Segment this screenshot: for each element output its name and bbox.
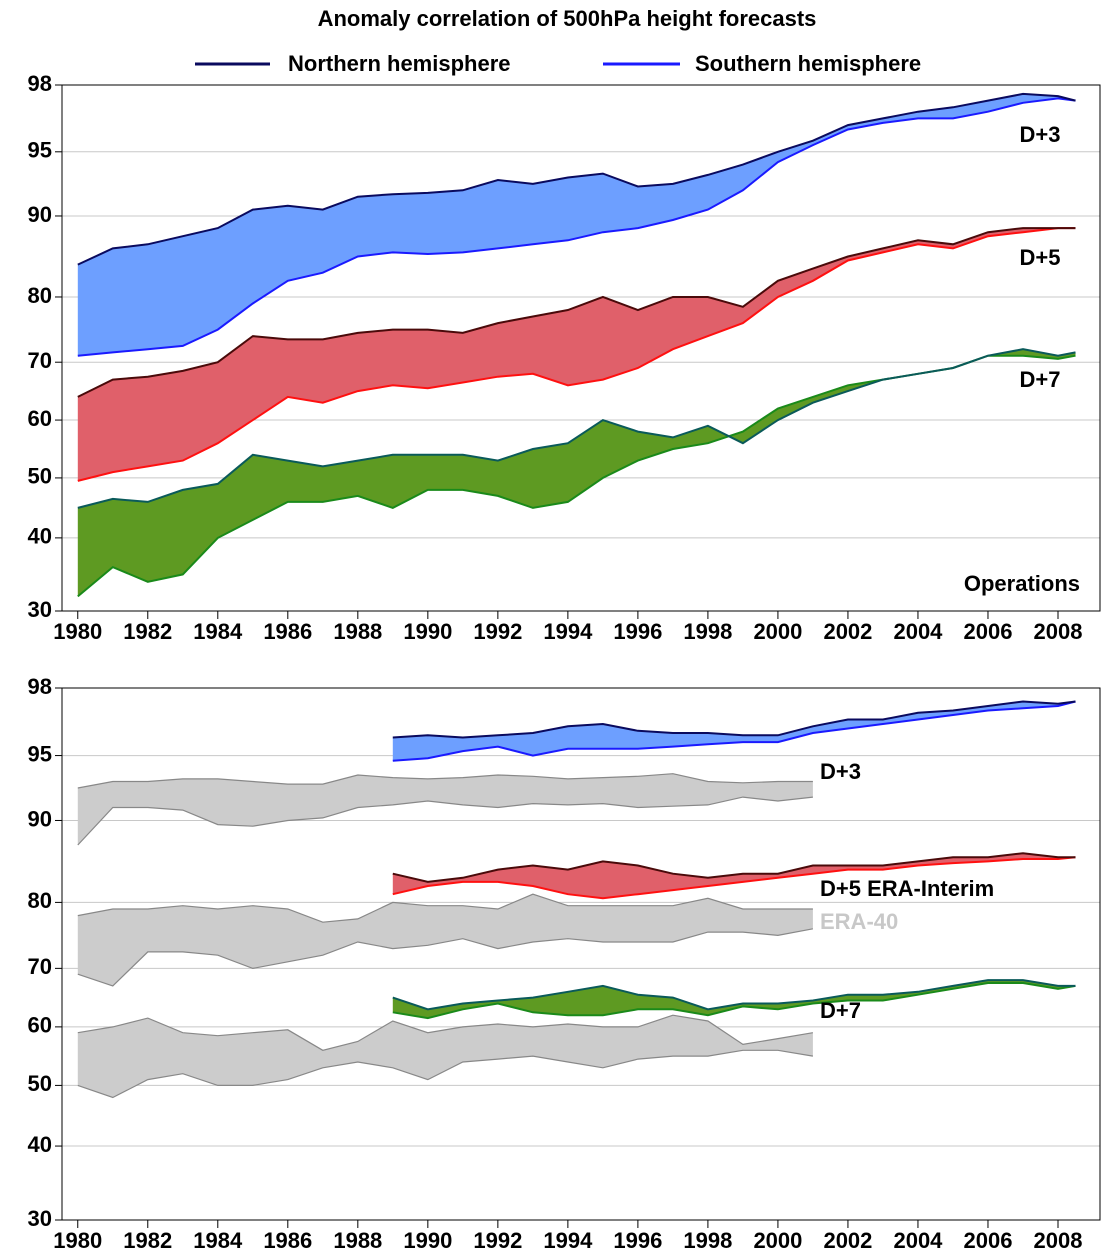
band-label: D+3	[1020, 122, 1061, 147]
x-tick-label: 1982	[123, 1228, 172, 1248]
band-line	[392, 700, 1076, 762]
x-tick-label: 1986	[263, 619, 312, 644]
band-line	[77, 796, 813, 846]
x-tick-label: 2002	[823, 619, 872, 644]
band-fill	[392, 701, 1076, 761]
x-tick-label: 1982	[123, 619, 172, 644]
x-tick-label: 2000	[753, 1228, 802, 1248]
y-tick-label: 40	[28, 524, 52, 549]
x-tick-label: 2008	[1034, 619, 1083, 644]
x-tick-label: 1986	[263, 1228, 312, 1248]
band-line	[392, 700, 1076, 739]
plot-frame	[61, 84, 1101, 612]
band-line	[392, 979, 1076, 1011]
y-tick-label: 95	[28, 138, 52, 163]
y-tick-label: 80	[28, 283, 52, 308]
x-tick-label: 1988	[333, 1228, 382, 1248]
band-line	[77, 227, 1076, 398]
x-tick-label: 1984	[193, 619, 243, 644]
x-tick-label: 1994	[543, 619, 593, 644]
y-tick-label: 50	[28, 1071, 52, 1096]
y-tick-label: 98	[28, 71, 52, 96]
x-tick-label: 2006	[963, 1228, 1012, 1248]
band-fill	[392, 853, 1076, 899]
band-line	[392, 856, 1076, 900]
y-tick-label: 60	[28, 406, 52, 431]
x-tick-label: 1992	[473, 619, 522, 644]
x-tick-label: 1980	[53, 1228, 102, 1248]
chart-title: Anomaly correlation of 500hPa height for…	[318, 6, 817, 31]
band-fill	[77, 349, 1076, 597]
band-fill	[77, 228, 1076, 481]
y-tick-label: 30	[28, 1206, 52, 1231]
x-tick-label: 1994	[543, 1228, 593, 1248]
x-tick-label: 1990	[403, 1228, 452, 1248]
band-label: D+3	[820, 759, 861, 784]
x-tick-label: 2004	[893, 1228, 943, 1248]
annotation: Operations	[964, 571, 1080, 596]
y-tick-label: 70	[28, 954, 52, 979]
y-tick-label: 30	[28, 597, 52, 622]
y-tick-label: 98	[28, 674, 52, 699]
y-tick-label: 60	[28, 1013, 52, 1038]
x-tick-label: 1990	[403, 619, 452, 644]
x-tick-label: 2004	[893, 619, 943, 644]
x-tick-label: 2008	[1034, 1228, 1083, 1248]
y-tick-label: 95	[28, 741, 52, 766]
band-line	[77, 227, 1076, 482]
band-line	[77, 928, 814, 987]
x-tick-label: 2000	[753, 619, 802, 644]
y-tick-label: 70	[28, 348, 52, 373]
band-line	[77, 1049, 813, 1099]
y-tick-label: 40	[28, 1132, 52, 1157]
x-tick-label: 1998	[683, 1228, 732, 1248]
x-tick-label: 2006	[963, 619, 1012, 644]
band-label: D+7	[1020, 367, 1061, 392]
x-tick-label: 1996	[613, 1228, 662, 1248]
band-line	[77, 348, 1076, 509]
x-tick-label: 1984	[193, 1228, 243, 1248]
annotation: ERA-40	[820, 909, 898, 934]
band-label: D+5	[1020, 245, 1061, 270]
legend-label: Northern hemisphere	[288, 51, 511, 76]
band-fill	[392, 980, 1076, 1019]
x-tick-label: 1996	[613, 619, 662, 644]
band-fill	[77, 93, 1076, 356]
x-tick-label: 1980	[53, 619, 102, 644]
band-label: D+5 ERA-Interim	[820, 876, 994, 901]
y-tick-label: 80	[28, 888, 52, 913]
x-tick-label: 1992	[473, 1228, 522, 1248]
x-tick-label: 2002	[823, 1228, 872, 1248]
band-fill	[77, 773, 813, 845]
y-tick-label: 50	[28, 464, 52, 489]
plot-frame	[61, 687, 1101, 1221]
band-line	[77, 893, 813, 923]
legend-label: Southern hemisphere	[695, 51, 921, 76]
band-fill	[77, 894, 813, 986]
band-line	[392, 852, 1076, 883]
x-tick-label: 1988	[333, 619, 382, 644]
band-label: D+7	[820, 998, 861, 1023]
y-tick-label: 90	[28, 806, 52, 831]
band-fill	[77, 1015, 813, 1098]
band-line	[392, 982, 1076, 1020]
band-line	[77, 1014, 813, 1051]
band-line	[77, 92, 1076, 266]
y-tick-label: 90	[28, 202, 52, 227]
band-line	[77, 97, 1076, 357]
band-line	[77, 773, 813, 789]
x-tick-label: 1998	[683, 619, 732, 644]
